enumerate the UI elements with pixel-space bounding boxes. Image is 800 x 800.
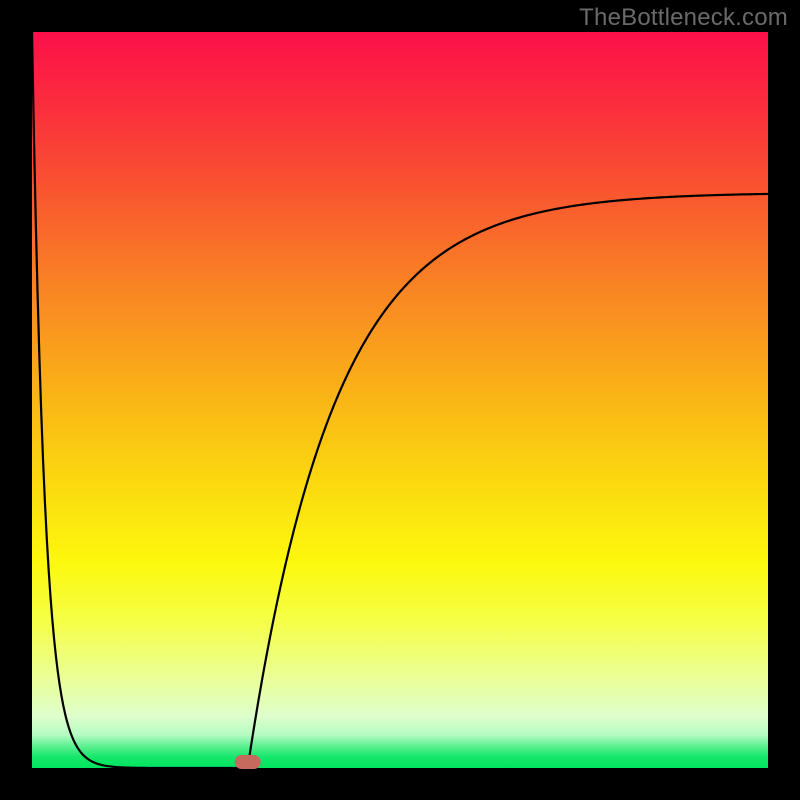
bottleneck-plot: [0, 0, 800, 800]
watermark-text: TheBottleneck.com: [579, 4, 788, 32]
chart-container: TheBottleneck.com: [0, 0, 800, 800]
